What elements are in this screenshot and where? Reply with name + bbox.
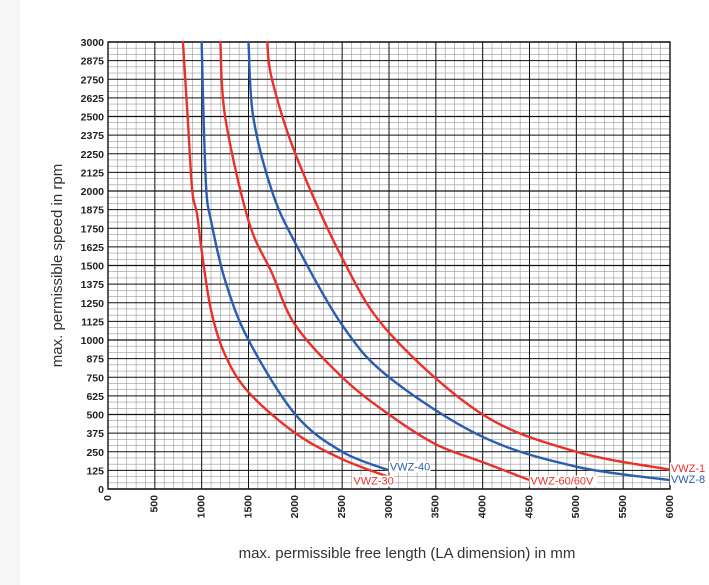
y-tick-labels: 0 125 250 375 500 625 750 875 1000 1125 1250 1375 15…: [81, 37, 105, 496]
y-tick-label: 875: [86, 354, 104, 366]
y-tick-label: 1875: [81, 205, 105, 217]
y-tick-label: 2250: [81, 149, 105, 161]
y-tick-label: 1750: [81, 223, 105, 235]
y-axis-title: max. permissible speed in rpm: [49, 164, 66, 367]
x-tick-label: 1000: [195, 495, 207, 519]
y-tick-label: 125: [86, 465, 104, 477]
x-tick-label: 3000: [383, 495, 395, 519]
y-tick-label: 1125: [81, 316, 104, 328]
y-tick-label: 1375: [81, 279, 105, 291]
y-tick-label: 500: [86, 410, 104, 422]
x-axis-title: max. permissible free length (LA dimensi…: [239, 545, 576, 562]
x-tick-label: 5500: [617, 495, 629, 519]
y-tick-label: 2500: [81, 112, 105, 124]
series-label-2: VWZ-40: [390, 461, 430, 473]
y-tick-label: 625: [86, 391, 104, 403]
series-label-1: VWZ-30: [353, 476, 393, 488]
x-tick-label: 2000: [289, 495, 301, 519]
y-tick-label: 1500: [81, 261, 105, 273]
x-tick-label: 5000: [570, 495, 582, 519]
series-label-3: VWZ-60/60V: [530, 476, 594, 488]
y-tick-label: 250: [86, 447, 104, 459]
y-tick-label: 2875: [81, 56, 105, 68]
y-tick-label: 2375: [81, 130, 105, 142]
chart: 0 500 1000 1500 2000 2500 3000 3500 4000 4500 5000…: [20, 0, 709, 585]
x-tick-label: 4000: [476, 495, 488, 519]
x-tick-label: 3500: [430, 495, 442, 519]
x-tick-label: 1500: [242, 495, 254, 519]
x-tick-label: 2500: [336, 495, 348, 519]
x-tick-label: 4500: [523, 495, 535, 519]
series-label-5: VWZ-8: [671, 474, 705, 486]
y-tick-label: 2000: [81, 186, 105, 198]
y-tick-label: 2750: [81, 74, 105, 86]
y-tick-label: 2625: [81, 93, 105, 105]
y-tick-label: 2125: [81, 167, 105, 179]
y-tick-label: 0: [98, 484, 104, 496]
y-tick-label: 750: [86, 372, 104, 384]
x-tick-label: 6000: [664, 495, 676, 519]
y-tick-label: 375: [86, 428, 104, 440]
x-tick-labels: 0 500 1000 1500 2000 2500 3000 3500 4000 4500 5000…: [102, 495, 676, 519]
y-tick-label: 1000: [81, 335, 105, 347]
y-tick-label: 1250: [81, 298, 105, 310]
chart-card: 0 500 1000 1500 2000 2500 3000 3500 4000 4500 5000…: [20, 0, 709, 585]
y-tick-label: 1625: [81, 242, 105, 254]
y-tick-label: 3000: [81, 37, 105, 49]
series-line-5: [267, 42, 670, 470]
x-tick-label: 500: [149, 495, 161, 513]
